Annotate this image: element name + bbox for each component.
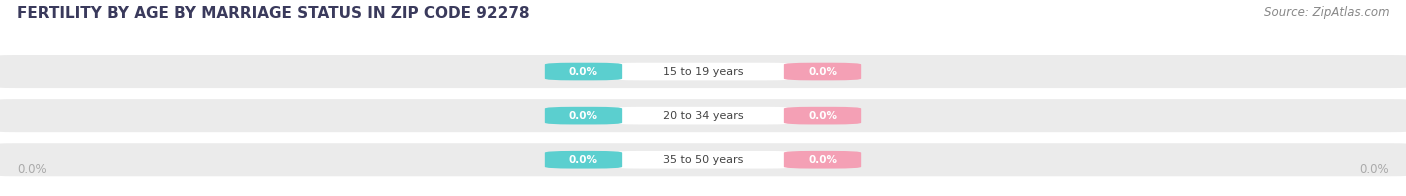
Text: 0.0%: 0.0% — [808, 66, 837, 77]
FancyBboxPatch shape — [0, 143, 1406, 176]
FancyBboxPatch shape — [546, 63, 621, 80]
FancyBboxPatch shape — [546, 107, 621, 124]
FancyBboxPatch shape — [785, 107, 860, 124]
Text: FERTILITY BY AGE BY MARRIAGE STATUS IN ZIP CODE 92278: FERTILITY BY AGE BY MARRIAGE STATUS IN Z… — [17, 6, 530, 21]
FancyBboxPatch shape — [785, 63, 860, 80]
FancyBboxPatch shape — [546, 151, 621, 169]
FancyBboxPatch shape — [785, 151, 860, 169]
FancyBboxPatch shape — [612, 107, 794, 124]
Text: 0.0%: 0.0% — [569, 111, 598, 121]
Text: Source: ZipAtlas.com: Source: ZipAtlas.com — [1264, 6, 1389, 19]
Text: 0.0%: 0.0% — [569, 66, 598, 77]
Text: 15 to 19 years: 15 to 19 years — [662, 66, 744, 77]
Text: 20 to 34 years: 20 to 34 years — [662, 111, 744, 121]
FancyBboxPatch shape — [612, 63, 794, 80]
Text: 0.0%: 0.0% — [808, 111, 837, 121]
Text: 0.0%: 0.0% — [808, 155, 837, 165]
FancyBboxPatch shape — [0, 99, 1406, 132]
FancyBboxPatch shape — [0, 55, 1406, 88]
FancyBboxPatch shape — [612, 151, 794, 169]
Text: 0.0%: 0.0% — [569, 155, 598, 165]
Text: 0.0%: 0.0% — [17, 163, 46, 176]
Text: 0.0%: 0.0% — [1360, 163, 1389, 176]
Text: 35 to 50 years: 35 to 50 years — [662, 155, 744, 165]
